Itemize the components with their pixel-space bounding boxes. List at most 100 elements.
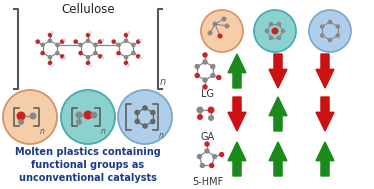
Circle shape xyxy=(89,64,92,67)
Text: Cellulose: Cellulose xyxy=(61,3,115,16)
Circle shape xyxy=(93,43,98,47)
Circle shape xyxy=(16,112,25,121)
Circle shape xyxy=(210,64,215,69)
Polygon shape xyxy=(269,54,287,88)
Circle shape xyxy=(212,154,217,159)
Circle shape xyxy=(136,54,141,59)
Circle shape xyxy=(272,28,279,35)
Circle shape xyxy=(118,90,172,144)
Circle shape xyxy=(202,84,208,90)
Circle shape xyxy=(142,105,148,111)
Text: GA: GA xyxy=(201,132,215,142)
Circle shape xyxy=(91,112,98,119)
Circle shape xyxy=(212,22,218,26)
Circle shape xyxy=(204,141,210,147)
Polygon shape xyxy=(316,142,334,176)
Circle shape xyxy=(40,51,45,55)
Circle shape xyxy=(269,36,273,40)
Polygon shape xyxy=(228,54,246,88)
Text: n: n xyxy=(101,127,106,136)
Circle shape xyxy=(101,38,104,42)
Circle shape xyxy=(98,39,102,44)
Circle shape xyxy=(127,31,130,34)
Circle shape xyxy=(111,39,116,44)
Circle shape xyxy=(124,39,128,43)
Circle shape xyxy=(150,119,156,124)
Circle shape xyxy=(281,29,285,33)
Circle shape xyxy=(51,31,54,34)
Circle shape xyxy=(63,38,67,42)
Circle shape xyxy=(209,163,214,168)
Circle shape xyxy=(48,61,52,65)
Circle shape xyxy=(60,39,65,44)
Circle shape xyxy=(208,115,214,121)
Polygon shape xyxy=(269,142,287,176)
Circle shape xyxy=(328,38,332,42)
Circle shape xyxy=(98,54,102,59)
Circle shape xyxy=(101,56,104,60)
Circle shape xyxy=(86,61,90,65)
Circle shape xyxy=(51,64,54,67)
Polygon shape xyxy=(228,97,246,131)
Circle shape xyxy=(127,64,130,67)
Circle shape xyxy=(131,43,136,47)
Circle shape xyxy=(36,39,40,44)
Circle shape xyxy=(221,16,227,22)
Circle shape xyxy=(78,43,83,47)
Circle shape xyxy=(202,77,208,83)
Circle shape xyxy=(48,33,52,37)
Circle shape xyxy=(309,10,351,52)
Circle shape xyxy=(194,64,200,69)
Circle shape xyxy=(335,24,340,29)
Circle shape xyxy=(63,56,67,60)
Circle shape xyxy=(116,51,121,55)
Circle shape xyxy=(86,33,90,37)
Circle shape xyxy=(150,110,156,115)
Circle shape xyxy=(55,43,60,47)
Circle shape xyxy=(30,112,37,119)
Circle shape xyxy=(76,112,83,119)
Circle shape xyxy=(328,20,332,24)
Circle shape xyxy=(265,29,269,33)
Circle shape xyxy=(335,33,340,38)
Circle shape xyxy=(197,154,202,159)
Circle shape xyxy=(116,43,121,47)
Circle shape xyxy=(208,106,215,114)
Circle shape xyxy=(204,148,210,154)
Circle shape xyxy=(134,119,140,124)
Polygon shape xyxy=(228,142,246,176)
Circle shape xyxy=(216,75,221,80)
Circle shape xyxy=(89,31,92,34)
Circle shape xyxy=(73,39,78,44)
Text: 5-HMF: 5-HMF xyxy=(192,177,224,187)
Circle shape xyxy=(76,119,82,125)
Circle shape xyxy=(86,55,90,60)
Circle shape xyxy=(124,55,128,60)
Circle shape xyxy=(3,90,57,144)
Circle shape xyxy=(254,10,296,52)
Circle shape xyxy=(40,43,45,47)
Circle shape xyxy=(124,61,128,65)
Circle shape xyxy=(197,114,203,120)
Circle shape xyxy=(61,90,115,144)
Circle shape xyxy=(48,55,52,60)
Text: n: n xyxy=(160,77,166,87)
Circle shape xyxy=(139,56,142,60)
Circle shape xyxy=(269,22,273,26)
Circle shape xyxy=(202,59,208,65)
Polygon shape xyxy=(269,97,287,131)
Circle shape xyxy=(78,51,83,55)
Text: LG: LG xyxy=(202,89,215,99)
Circle shape xyxy=(136,39,141,44)
Circle shape xyxy=(320,24,325,29)
Text: n: n xyxy=(40,127,45,136)
Circle shape xyxy=(277,22,281,26)
Circle shape xyxy=(320,33,325,38)
Circle shape xyxy=(93,51,98,55)
Circle shape xyxy=(208,30,212,36)
Circle shape xyxy=(194,73,200,78)
Text: n: n xyxy=(159,131,164,140)
Circle shape xyxy=(210,73,215,78)
Circle shape xyxy=(224,23,230,29)
Text: Molten plastics containing
functional groups as
unconventional catalysts: Molten plastics containing functional gr… xyxy=(15,147,161,183)
